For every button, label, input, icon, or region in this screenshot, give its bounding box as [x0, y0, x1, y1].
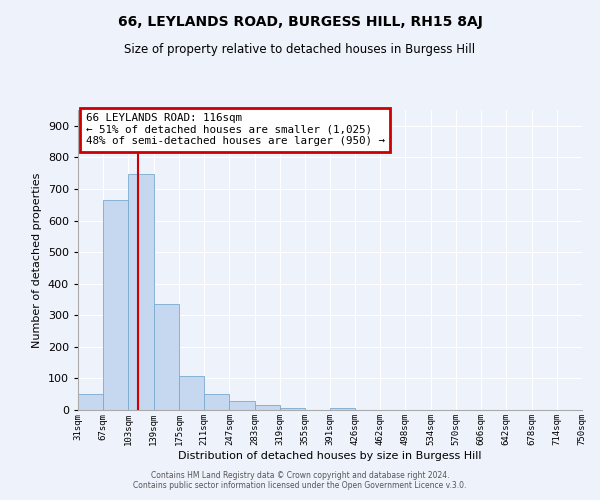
Bar [103, 200, 128, 410]
Y-axis label: Number of detached properties: Number of detached properties [32, 172, 42, 348]
Text: 66 LEYLANDS ROAD: 116sqm
← 51% of detached houses are smaller (1,025)
48% of sem: 66 LEYLANDS ROAD: 116sqm ← 51% of detach… [86, 113, 385, 146]
Bar [179, 376, 204, 410]
Bar [154, 304, 179, 410]
Bar [78, 394, 103, 410]
Text: Contains HM Land Registry data © Crown copyright and database right 2024.: Contains HM Land Registry data © Crown c… [151, 471, 449, 480]
Text: Size of property relative to detached houses in Burgess Hill: Size of property relative to detached ho… [124, 42, 476, 56]
Bar [254, 405, 280, 410]
Bar [229, 402, 254, 410]
Text: Contains public sector information licensed under the Open Government Licence v.: Contains public sector information licen… [133, 481, 467, 490]
Bar [204, 394, 229, 410]
Text: 66, LEYLANDS ROAD, BURGESS HILL, RH15 8AJ: 66, LEYLANDS ROAD, BURGESS HILL, RH15 8A… [118, 15, 482, 29]
Bar [331, 408, 355, 410]
Bar [280, 408, 305, 410]
X-axis label: Distribution of detached houses by size in Burgess Hill: Distribution of detached houses by size … [178, 450, 482, 460]
Bar [128, 174, 154, 410]
